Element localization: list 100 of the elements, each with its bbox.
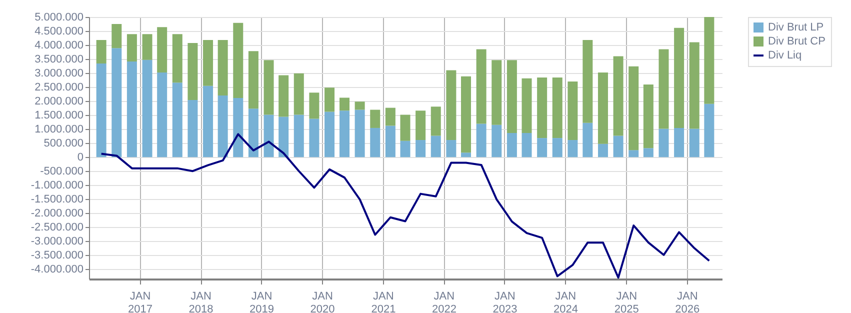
bar [689,42,700,129]
bar [340,110,350,158]
bar [476,49,486,124]
y-tick-label: 2.000.000 [34,96,84,108]
bar [112,24,122,48]
x-tick-label: JAN 2021 [371,290,396,313]
y-tick-label: 0 [77,152,84,164]
bar [188,100,198,158]
bar [203,40,214,86]
y-tick-label: 1.500.000 [34,110,84,122]
bar [506,60,517,134]
bar [492,60,502,125]
bar [385,126,396,158]
y-tick-label: -1.000.000 [30,180,84,192]
bar [264,60,274,115]
bar [598,72,608,144]
bar [340,98,350,111]
y-tick-label: 4.500.000 [34,26,84,38]
x-tick-label: JAN 2018 [188,290,214,313]
y-tick-label: -2.000.000 [30,208,84,220]
bar [674,128,684,158]
bar [552,78,562,138]
y-tick-label: -2.500.000 [30,222,84,234]
bar [264,114,274,158]
bar [582,122,593,158]
bar [613,136,624,158]
bar [492,124,502,158]
bar [309,118,320,158]
x-tick-label: JAN 2025 [614,290,639,313]
bar [416,110,426,140]
bar [172,34,182,83]
bar [354,102,365,110]
bar [537,78,548,138]
bar [294,73,304,115]
bar [294,114,304,158]
bar [142,34,152,60]
bar [157,27,168,72]
bar [461,76,471,153]
y-tick-label: 4.000.000 [34,40,84,52]
bar [218,40,228,96]
bar [643,84,654,148]
bar [354,110,365,158]
bar [552,138,562,158]
x-tick-label: JAN 2023 [492,290,518,313]
bar [537,138,548,158]
bar [248,51,258,109]
bar [400,114,410,141]
bar [203,86,214,158]
bar [568,81,578,140]
bar [142,60,152,158]
y-tick-label: -3.500.000 [30,250,84,262]
legend-label: Div Brut CP [768,36,826,48]
x-tick-label: JAN 2020 [310,290,335,313]
bar [157,72,168,158]
bar [522,133,532,158]
x-tick-label: JAN 2024 [553,290,578,313]
bar [112,48,122,158]
x-tick-label: JAN 2017 [128,290,153,313]
bar [416,140,426,158]
bar [430,136,441,158]
y-tick-label: 1.000.000 [34,124,84,136]
y-tick-label: -4.000.000 [30,264,84,276]
y-tick-label: 2.500.000 [34,82,84,94]
bar [704,17,714,104]
bar [400,140,410,158]
y-tick-label: -500.000 [40,166,84,178]
bar [598,144,608,158]
x-tick-label: JAN 2022 [432,290,456,313]
bar [126,62,137,158]
y-tick-label: -1.500.000 [30,194,84,206]
bar [628,150,639,158]
y-tick-label: 500.000 [44,138,84,150]
x-tick-label: JAN 2019 [250,290,274,313]
bar [370,128,380,158]
y-tick-label: 5.000.000 [34,12,84,24]
bar [96,64,106,158]
y-tick-label: 3.500.000 [34,54,84,66]
bar [568,140,578,158]
bar [172,82,182,158]
bar [188,43,198,100]
x-tick-label: JAN 2026 [675,290,700,313]
bar [324,88,335,112]
bar [476,124,486,158]
bar [613,56,624,136]
bar [446,140,456,158]
line-series [100,133,710,279]
bar [309,92,320,119]
bar [689,128,700,158]
bar [582,40,593,123]
bar [643,148,654,158]
bar [658,128,669,158]
y-tick-label: 3.000.000 [34,68,84,80]
bar [218,95,228,158]
bar [248,108,258,158]
bar [704,104,714,158]
bar [522,78,532,134]
bar [278,116,289,158]
legend-label: Div Brut LP [768,22,824,34]
bar [506,133,517,158]
bar [461,152,471,158]
